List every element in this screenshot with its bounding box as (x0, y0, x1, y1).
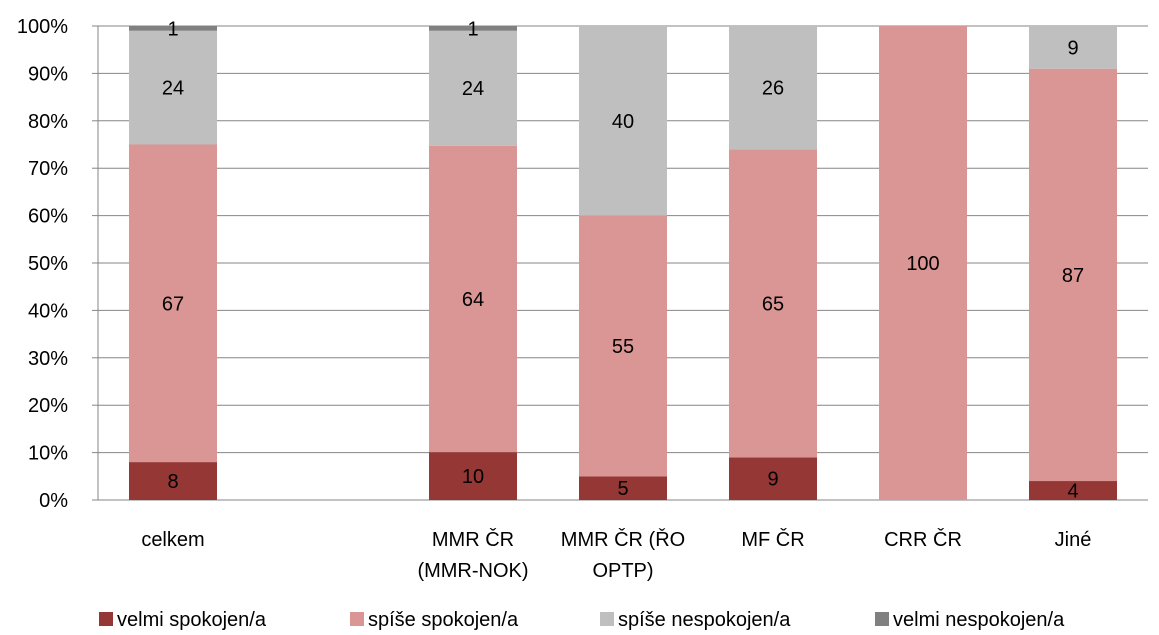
data-label: 55 (612, 336, 634, 358)
data-label: 87 (1062, 265, 1084, 287)
legend-label: spíše nespokojen/a (618, 609, 791, 631)
bar-segment (129, 30, 217, 145)
x-tick-label: celkem (141, 529, 204, 551)
bar-segment (1029, 26, 1117, 69)
x-tick-label: MMR ČR (432, 528, 514, 551)
bar-segment (729, 26, 817, 150)
y-tick-label: 0% (39, 490, 68, 512)
data-label: 1 (467, 18, 478, 40)
data-label: 8 (167, 471, 178, 493)
bar-segment (729, 457, 817, 500)
data-label: 64 (462, 289, 484, 311)
bar-segment (429, 452, 517, 500)
legend-label: velmi nespokojen/a (893, 609, 1065, 631)
legend-label: velmi spokojen/a (117, 609, 267, 631)
y-tick-label: 100% (17, 16, 68, 38)
bar-segment (429, 145, 517, 453)
x-tick-label: CRR ČR (884, 528, 962, 551)
data-label: 10 (462, 466, 484, 488)
bar-segment (1029, 481, 1117, 500)
bar-segment (429, 26, 517, 31)
bar-segment (879, 26, 967, 500)
x-axis: celkem MMR ČR (MMR-NOK) MMR ČR (ŘO OPTP) MF Č… (141, 528, 1091, 582)
x-tick-label: MMR ČR (ŘO (561, 528, 685, 551)
bar-segment (579, 476, 667, 500)
y-tick-label: 40% (28, 300, 68, 322)
bar-segment (729, 149, 817, 458)
y-tick-label: 50% (28, 253, 68, 275)
data-label: 9 (1067, 37, 1078, 59)
bar-segment (129, 144, 217, 463)
legend-swatch (600, 612, 614, 626)
data-label: 40 (612, 111, 634, 133)
data-label: 24 (162, 78, 184, 100)
data-label: 5 (617, 478, 628, 500)
y-tick-label: 90% (28, 63, 68, 85)
legend-swatch (99, 612, 113, 626)
x-tick-label: (MMR-NOK) (417, 560, 528, 582)
bar-segment (129, 26, 217, 31)
y-tick-label: 20% (28, 395, 68, 417)
data-label: 24 (462, 78, 484, 100)
x-tick-label: MF ČR (741, 528, 804, 551)
y-tick-label: 80% (28, 111, 68, 133)
bar-segment (579, 26, 667, 216)
legend-label: spíše spokojen/a (368, 609, 519, 631)
legend-swatch (875, 612, 889, 626)
data-label: 26 (762, 78, 784, 100)
y-tick-label: 60% (28, 206, 68, 228)
x-tick-label: Jiné (1055, 529, 1092, 551)
data-label: 4 (1067, 481, 1078, 503)
data-label: 67 (162, 293, 184, 315)
bar-segment (429, 30, 517, 146)
y-tick-label: 10% (28, 443, 68, 465)
legend-swatch (350, 612, 364, 626)
y-axis: 0% 10% 20% 30% 40% 50% 60% 70% 80% 90% 100% (17, 16, 99, 512)
y-tick-label: 30% (28, 348, 68, 370)
data-label: 9 (767, 469, 778, 491)
data-label: 100 (906, 253, 939, 275)
data-label: 1 (167, 18, 178, 40)
x-tick-label: OPTP) (592, 560, 653, 582)
bar-segment (579, 215, 667, 477)
legend: velmi spokojen/a spíše spokojen/a spíše ne… (99, 609, 1065, 631)
y-tick-label: 70% (28, 158, 68, 180)
bar-segment (129, 462, 217, 500)
bar-segment (1029, 68, 1117, 482)
data-label: 65 (762, 293, 784, 315)
